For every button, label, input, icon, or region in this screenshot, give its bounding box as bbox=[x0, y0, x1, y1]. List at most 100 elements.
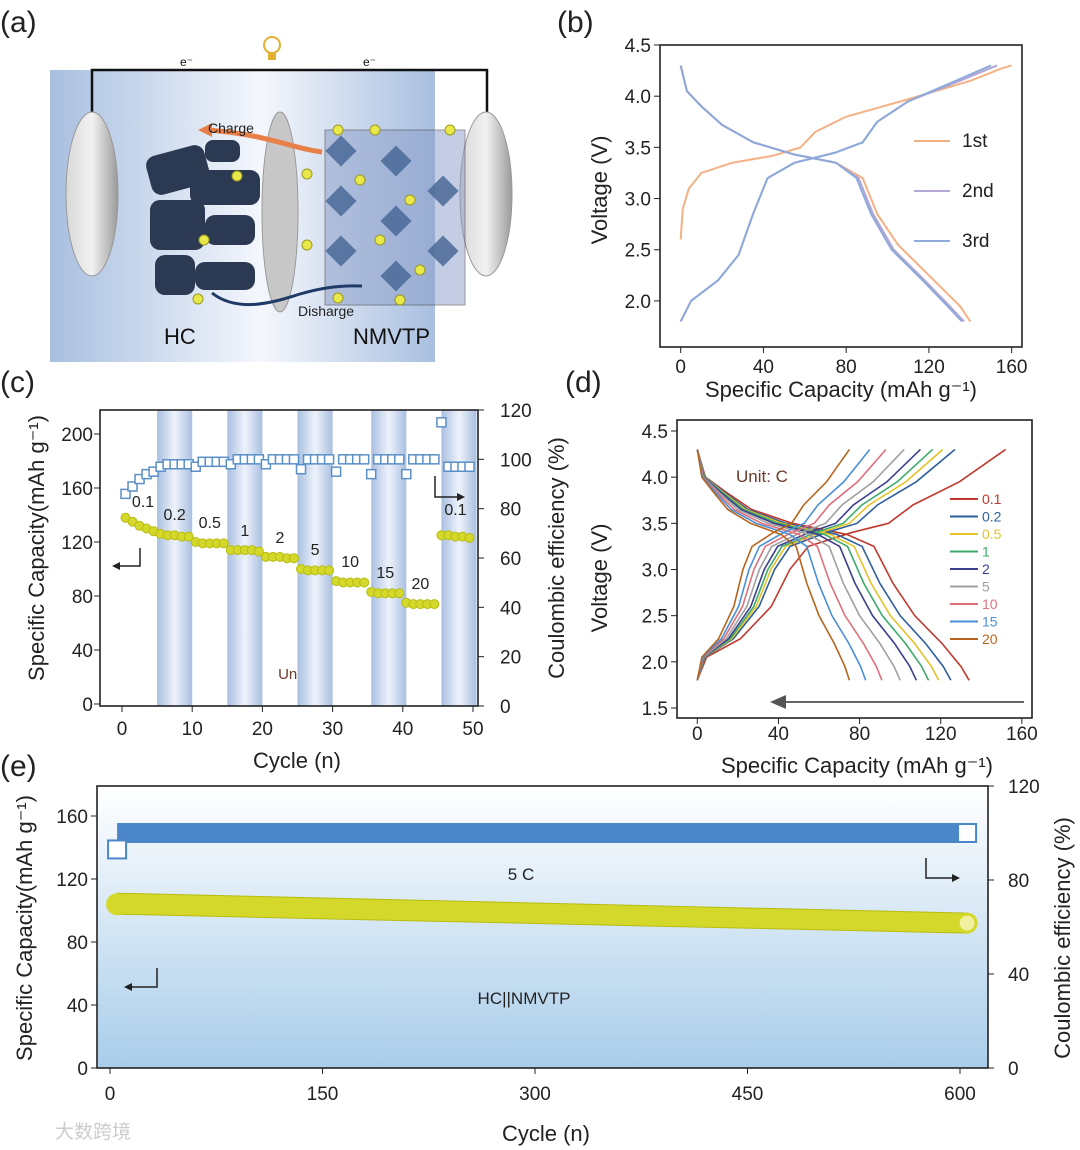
series-0.1-discharge-line bbox=[696, 449, 970, 681]
y-right-tick-label: 60 bbox=[500, 549, 521, 570]
y-tick-label: 4.5 bbox=[642, 422, 668, 443]
legend-label-2: 2 bbox=[982, 561, 990, 577]
capacity-point bbox=[394, 588, 405, 599]
legend-label-15: 15 bbox=[982, 614, 998, 630]
cathode-label: NMVTP bbox=[353, 324, 430, 349]
discharge-arrow bbox=[211, 284, 363, 307]
series-2-discharge-line bbox=[696, 449, 918, 681]
x-tick-label: 50 bbox=[462, 719, 483, 740]
panel-label-a: (a) bbox=[0, 6, 37, 39]
chart-e-rate-annotation: 5 C bbox=[508, 865, 534, 884]
capacity-point bbox=[288, 553, 299, 564]
nmvtp-crystal-structure bbox=[324, 129, 466, 306]
charge-arrow bbox=[207, 127, 323, 155]
discharge-label: Disharge bbox=[298, 303, 354, 319]
x-tick-label: 0 bbox=[117, 719, 128, 740]
ce-last-point bbox=[957, 823, 978, 843]
capacity-point bbox=[359, 577, 370, 588]
panel-label-e: (e) bbox=[0, 750, 37, 783]
series-0.5-charge-line bbox=[696, 448, 944, 681]
legend-label-1st: 1st bbox=[962, 131, 988, 152]
series-10-charge-line bbox=[696, 448, 887, 681]
legend-label-3rd: 3rd bbox=[962, 231, 989, 252]
y-right-tick-label: 0 bbox=[500, 697, 511, 718]
charge-label: Charge bbox=[208, 120, 254, 136]
y-tick-label: 3.5 bbox=[625, 138, 651, 159]
direction-arrowhead-icon bbox=[770, 695, 786, 709]
rate-label-0.2: 0.2 bbox=[164, 507, 186, 524]
chart-e-ylabel-right: Coulombic efficiency (%) bbox=[1050, 817, 1075, 1059]
chart-c-ylabel-right: Coulombic efficiency (%) bbox=[544, 437, 569, 679]
y-right-tick-label: 120 bbox=[1008, 777, 1040, 798]
y-tick-label: 2.5 bbox=[625, 241, 651, 262]
ce-point bbox=[365, 468, 377, 480]
legend-label-2nd: 2nd bbox=[962, 181, 994, 202]
y-right-tick-label: 40 bbox=[500, 598, 521, 619]
left-axis-arrowhead-icon bbox=[124, 983, 132, 991]
y-right-tick-label: 0 bbox=[1008, 1059, 1019, 1080]
right-axis-arrow-icon bbox=[434, 476, 459, 498]
chart-b-xlabel: Specific Capacity (mAh g⁻¹) bbox=[705, 377, 977, 402]
chart-d-rate-voltage-profiles: Specific Capacity (mAh g⁻¹) Voltage (V) … bbox=[587, 419, 1038, 778]
watermark: 大数跨境 bbox=[55, 1121, 131, 1143]
legend-label-5: 5 bbox=[982, 579, 990, 595]
left-axis-arrowhead-icon bbox=[112, 562, 120, 570]
left-axis-arrow-icon bbox=[116, 548, 141, 567]
electron-label-left: e⁻ bbox=[180, 55, 193, 69]
rate-label-1: 1 bbox=[240, 523, 249, 540]
y-right-tick-label: 80 bbox=[500, 500, 521, 521]
x-tick-label: 40 bbox=[768, 724, 789, 745]
x-tick-label: 300 bbox=[519, 1084, 551, 1105]
x-tick-label: 600 bbox=[944, 1084, 976, 1105]
rate-label-0.5: 0.5 bbox=[199, 515, 221, 532]
chart-e-xlabel: Cycle (n) bbox=[502, 1121, 590, 1146]
y-tick-label: 4.0 bbox=[642, 468, 668, 489]
y-left-tick-label: 160 bbox=[56, 807, 88, 828]
ce-point bbox=[288, 454, 300, 465]
left-axis-arrow-icon bbox=[129, 968, 158, 988]
ce-point bbox=[295, 463, 307, 475]
x-tick-label: 80 bbox=[849, 724, 870, 745]
capacity-point bbox=[253, 546, 264, 557]
chart-e-frame bbox=[96, 785, 989, 1069]
y-left-tick-label: 120 bbox=[56, 870, 88, 891]
series-2nd-charge-line bbox=[679, 64, 998, 322]
capacity-last-point bbox=[956, 912, 978, 934]
series-3rd-charge-line bbox=[679, 64, 992, 322]
y-tick-label: 4.0 bbox=[625, 87, 651, 108]
chart-b-frame bbox=[659, 44, 1023, 348]
legend-label-0.5: 0.5 bbox=[982, 526, 1002, 542]
y-tick-label: 3.0 bbox=[642, 561, 668, 582]
x-tick-label: 160 bbox=[1006, 724, 1038, 745]
series-5-charge-line bbox=[696, 448, 905, 681]
y-left-tick-label: 80 bbox=[67, 933, 88, 954]
series-1st-charge-line bbox=[679, 64, 1012, 240]
ce-point bbox=[120, 488, 131, 500]
chart-e-long-cycling: Cycle (n) Specific Capacity(mAh g⁻¹) Cou… bbox=[12, 777, 1075, 1146]
y-left-tick-label: 0 bbox=[82, 695, 93, 716]
hard-carbon-particles bbox=[146, 140, 260, 295]
y-tick-label: 3.0 bbox=[625, 190, 651, 211]
chart-e-cell-annotation: HC||NMVTP bbox=[478, 989, 571, 1008]
cathode-current-collector bbox=[459, 111, 513, 277]
chart-c-ylabel-left: Specific Capacity(mAh g⁻¹) bbox=[24, 415, 49, 681]
ce-point bbox=[429, 454, 440, 465]
capacity-point bbox=[324, 565, 335, 576]
capacity-point bbox=[218, 538, 229, 549]
y-right-tick-label: 100 bbox=[500, 450, 532, 471]
y-left-tick-label: 40 bbox=[67, 996, 88, 1017]
rate-label-15: 15 bbox=[376, 565, 394, 582]
y-left-tick-label: 80 bbox=[72, 587, 93, 608]
ce-point bbox=[394, 454, 405, 465]
rate-label-0.1: 0.1 bbox=[132, 494, 154, 511]
chart-d-frame bbox=[676, 419, 1033, 719]
x-tick-label: 80 bbox=[836, 357, 857, 378]
chart-b-voltage-profiles: Specific Capacity (mAh g⁻¹) Voltage (V) … bbox=[587, 36, 1028, 402]
y-tick-label: 2.0 bbox=[625, 292, 651, 313]
y-tick-label: 2.5 bbox=[642, 607, 668, 628]
x-tick-label: 450 bbox=[732, 1084, 764, 1105]
ce-point bbox=[330, 466, 342, 477]
ce-point bbox=[358, 454, 370, 465]
x-tick-label: 0 bbox=[692, 724, 703, 745]
